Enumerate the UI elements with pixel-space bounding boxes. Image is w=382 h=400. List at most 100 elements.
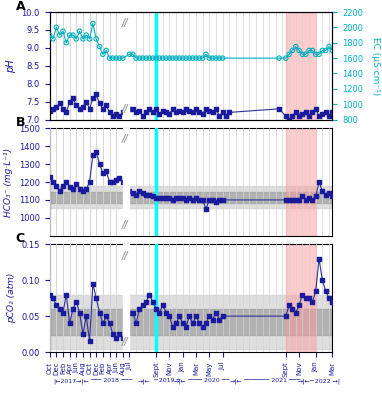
Point — [140, 302, 146, 308]
Point — [70, 95, 76, 101]
Point — [57, 100, 63, 107]
Point — [329, 47, 335, 54]
Point — [153, 195, 159, 201]
Point — [103, 102, 109, 108]
Point — [210, 55, 216, 61]
Point — [150, 298, 156, 305]
Point — [86, 338, 92, 344]
Point — [199, 197, 206, 203]
Point — [113, 111, 119, 118]
Point — [299, 51, 306, 58]
Point — [166, 111, 172, 118]
Point — [97, 309, 103, 316]
Point — [293, 197, 299, 203]
Point — [183, 197, 189, 203]
Point — [319, 277, 325, 284]
Point — [216, 55, 222, 61]
Point — [117, 331, 123, 337]
Y-axis label: EC (μS·cm⁻¹): EC (μS·cm⁻¹) — [371, 37, 380, 95]
Point — [100, 170, 106, 176]
Point — [63, 40, 70, 46]
Point — [173, 109, 179, 116]
Point — [286, 197, 292, 203]
Point — [180, 109, 186, 116]
Point — [293, 43, 299, 50]
Point — [213, 55, 219, 61]
Point — [312, 51, 319, 58]
Point — [120, 109, 126, 116]
Point — [80, 104, 86, 110]
Point — [306, 113, 312, 119]
Point — [93, 148, 99, 155]
Point — [166, 313, 172, 319]
Point — [143, 109, 149, 116]
Point — [50, 106, 56, 112]
Point — [90, 20, 96, 27]
Point — [193, 106, 199, 112]
Point — [210, 316, 216, 323]
Point — [117, 55, 123, 61]
Point — [93, 295, 99, 302]
Point — [50, 36, 56, 42]
Point — [130, 106, 136, 112]
Point — [136, 55, 142, 61]
Point — [316, 51, 322, 58]
Point — [166, 55, 172, 61]
Bar — [286, 128, 316, 236]
Point — [133, 191, 139, 198]
Point — [186, 55, 193, 61]
Point — [326, 295, 332, 302]
Point — [183, 324, 189, 330]
Point — [86, 36, 92, 42]
Point — [113, 177, 119, 184]
Point — [290, 113, 296, 119]
Point — [296, 47, 302, 54]
Point — [130, 190, 136, 196]
Point — [203, 206, 209, 212]
Point — [303, 109, 309, 116]
Y-axis label: pH: pH — [6, 59, 16, 73]
Point — [283, 113, 289, 119]
Point — [180, 320, 186, 326]
Point — [303, 51, 309, 58]
Bar — [123, 244, 129, 352]
Text: A: A — [16, 0, 25, 13]
Point — [136, 108, 142, 114]
Point — [110, 331, 116, 337]
Point — [47, 174, 53, 180]
Point — [133, 320, 139, 326]
Point — [80, 331, 86, 337]
Point — [220, 109, 226, 116]
Point — [290, 47, 296, 54]
Point — [70, 186, 76, 192]
Point — [100, 106, 106, 112]
Point — [47, 108, 53, 114]
Point — [163, 309, 169, 316]
Point — [193, 55, 199, 61]
Point — [216, 113, 222, 119]
Point — [143, 55, 149, 61]
Text: C: C — [16, 232, 25, 245]
Point — [176, 108, 183, 114]
Point — [150, 193, 156, 200]
Point — [120, 179, 126, 185]
Point — [70, 32, 76, 38]
Text: →|←: →|← — [174, 378, 186, 384]
Point — [170, 197, 176, 203]
Point — [160, 195, 166, 201]
Point — [120, 334, 126, 341]
Point — [319, 47, 325, 54]
Point — [290, 306, 296, 312]
Point — [120, 55, 126, 61]
Point — [323, 47, 329, 54]
Point — [319, 188, 325, 194]
Point — [299, 292, 306, 298]
Point — [176, 55, 183, 61]
Point — [186, 313, 193, 319]
Text: ─── 2018 ───: ─── 2018 ─── — [90, 378, 132, 383]
Point — [216, 316, 222, 323]
Point — [153, 306, 159, 312]
Point — [312, 193, 319, 200]
Point — [276, 55, 282, 61]
Point — [309, 298, 316, 305]
